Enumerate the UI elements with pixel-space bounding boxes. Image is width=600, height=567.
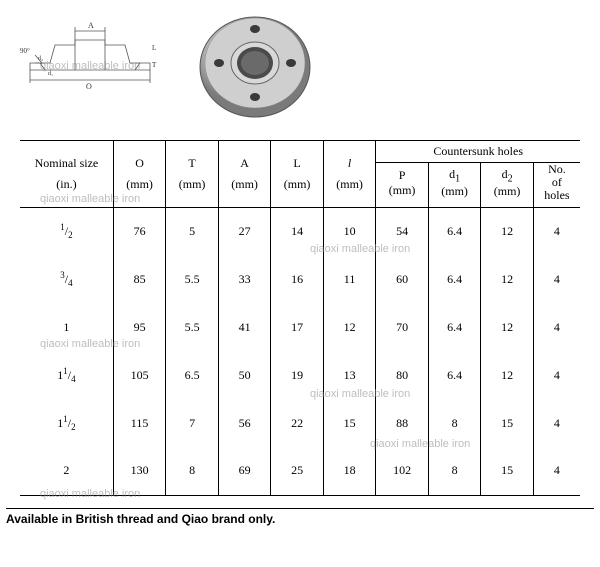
table-row: 11/21157562215888154 [20,399,580,447]
table-row: 11/41056.5501913806.4124 [20,351,580,399]
svg-text:A: A [88,21,94,30]
svg-text:d₁: d₁ [48,71,53,77]
product-image-area: A O 90° L T d₁ d₂ [0,0,600,140]
table-row: 3/4855.5331611606.4124 [20,255,580,303]
flange-photo [195,5,315,125]
col-nominal: Nominal size [20,156,113,171]
svg-text:T: T [152,61,157,69]
technical-drawing: A O 90° L T d₁ d₂ [20,15,160,95]
svg-text:L: L [152,44,156,52]
footnote: Available in British thread and Qiao bra… [6,508,594,526]
svg-text:d₂: d₂ [38,56,43,62]
table-row: 1955.5411712706.4124 [20,303,580,351]
svg-text:90°: 90° [20,47,30,55]
col-countersunk: Countersunk holes [376,141,580,163]
svg-text:O: O [86,82,92,91]
dimensions-table: Nominal size (in.) O (mm) T (mm) A (mm) … [20,140,580,496]
table-row: 1/2765271410546.4124 [20,207,580,255]
col-nominal-unit: (in.) [20,177,113,192]
table-row: 213086925181028154 [20,447,580,495]
